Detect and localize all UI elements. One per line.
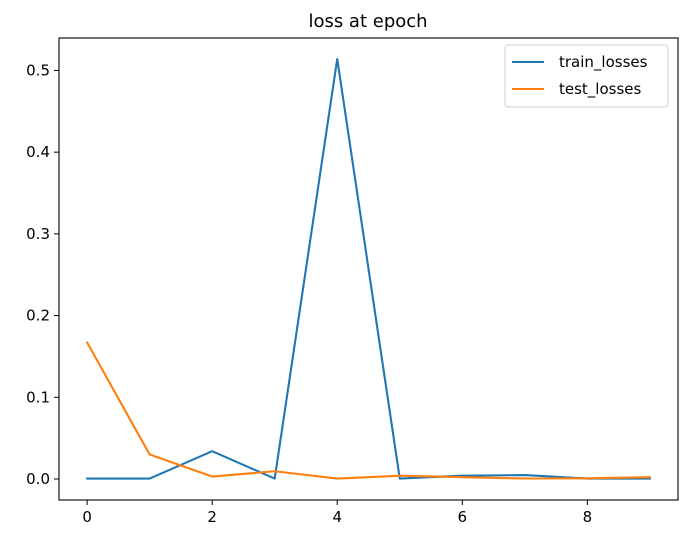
y-tick-label: 0.4 xyxy=(26,143,50,161)
x-axis: 0 2 4 6 8 xyxy=(82,500,592,526)
legend-box xyxy=(504,44,669,108)
x-tick-label: 0 xyxy=(82,508,92,526)
legend-label-test_losses: test_losses xyxy=(559,80,642,99)
series-line-test_losses xyxy=(85,341,651,480)
y-tick-label: 0.0 xyxy=(26,470,50,488)
chart-title: loss at epoch xyxy=(308,11,427,32)
y-tick-label: 0.3 xyxy=(26,225,50,243)
series-layer xyxy=(85,57,651,480)
x-tick-label: 6 xyxy=(458,508,468,526)
legend: train_losses test_losses xyxy=(504,44,669,108)
legend-label-train_losses: train_losses xyxy=(559,53,648,72)
y-axis: 0.0 0.1 0.2 0.3 0.4 0.5 xyxy=(26,61,59,488)
y-tick-label: 0.1 xyxy=(26,388,50,406)
y-tick-label: 0.5 xyxy=(26,61,50,79)
x-tick-label: 4 xyxy=(332,508,342,526)
x-tick-label: 2 xyxy=(207,508,217,526)
y-tick-label: 0.2 xyxy=(26,307,50,325)
x-tick-label: 8 xyxy=(583,508,593,526)
plot-frame xyxy=(58,37,679,501)
